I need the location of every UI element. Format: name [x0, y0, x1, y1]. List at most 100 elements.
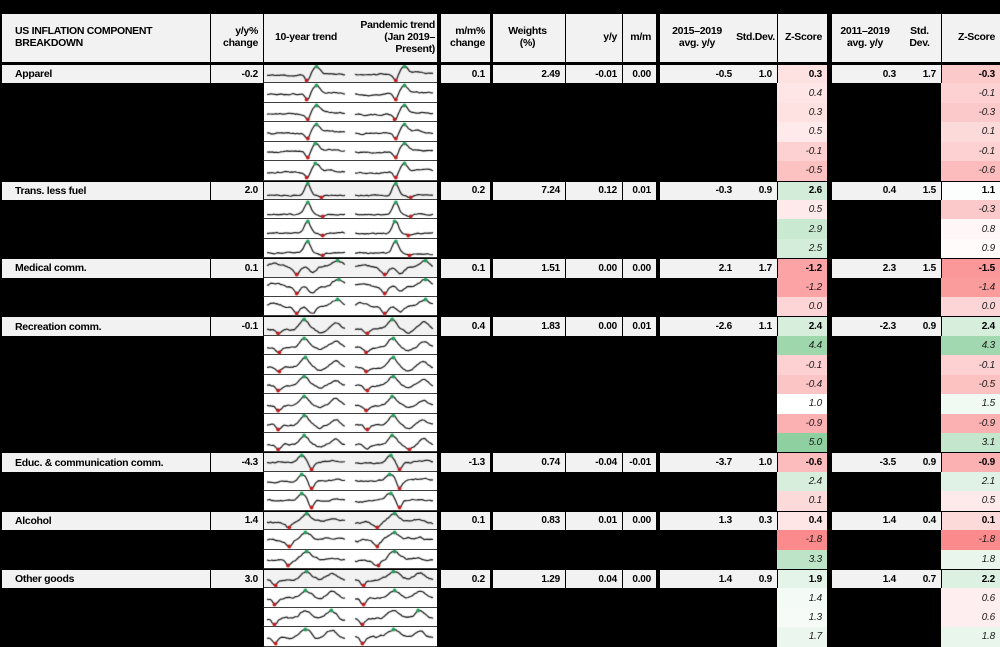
header-avg-2015-2019[interactable]: 2015–2019 avg. y/y: [660, 14, 737, 64]
stddev-2015-2019-cell[interactable]: 0.9: [737, 180, 777, 200]
z-score-2015-2019-cell[interactable]: 3.3: [777, 549, 827, 569]
stddev-2011-2019-cell[interactable]: 1.7: [901, 64, 941, 84]
mom-change-cell[interactable]: 0.1: [441, 510, 490, 531]
stddev-2015-2019-cell[interactable]: 1.0: [737, 452, 777, 472]
sparkline-cell[interactable]: [263, 491, 437, 511]
z-score-2011-2019-cell[interactable]: -0.1: [941, 355, 1000, 375]
mom-change-cell[interactable]: 0.4: [441, 316, 490, 336]
component-cell[interactable]: Apparel: [0, 64, 210, 84]
weights-cell[interactable]: 0.83: [493, 510, 565, 531]
z-score-2011-2019-cell[interactable]: -0.5: [941, 374, 1000, 395]
z-score-2015-2019-cell[interactable]: 2.5: [777, 238, 827, 259]
avg-2011-2019-cell[interactable]: -3.5: [832, 452, 901, 472]
sparkline-cell[interactable]: [263, 141, 437, 162]
component-cell[interactable]: Trans. less fuel: [0, 180, 210, 200]
avg-2011-2019-cell[interactable]: 2.3: [832, 258, 901, 278]
sparkline-cell[interactable]: [263, 335, 437, 356]
z-score-2011-2019-cell[interactable]: 1.5: [941, 394, 1000, 414]
z-score-2011-2019-cell[interactable]: 0.6: [941, 588, 1000, 608]
sparkline-cell[interactable]: [263, 122, 437, 142]
weights-cell[interactable]: 1.51: [493, 258, 565, 278]
avg-2015-2019-cell[interactable]: -0.5: [660, 64, 737, 84]
stddev-2011-2019-cell[interactable]: 0.4: [901, 510, 941, 531]
sparkline-cell[interactable]: [263, 180, 437, 200]
z-score-2011-2019-cell[interactable]: -0.6: [941, 161, 1000, 181]
component-cell[interactable]: Other goods: [0, 568, 210, 589]
stddev-2011-2019-cell[interactable]: 0.9: [901, 452, 941, 472]
stddev-2015-2019-cell[interactable]: 1.7: [737, 258, 777, 278]
sparkline-cell[interactable]: [263, 549, 437, 569]
z-score-2011-2019-cell[interactable]: 1.8: [941, 627, 1000, 647]
z-score-2015-2019-cell[interactable]: -1.8: [777, 530, 827, 550]
mom-change-cell[interactable]: 0.1: [441, 258, 490, 278]
mom-change-cell[interactable]: 0.2: [441, 180, 490, 200]
sparkline-cell[interactable]: [263, 258, 437, 278]
avg-2011-2019-cell[interactable]: 0.4: [832, 180, 901, 200]
z-score-2015-2019-cell[interactable]: 0.3: [777, 102, 827, 123]
component-cell[interactable]: Medical comm.: [0, 258, 210, 278]
sparkline-cell[interactable]: [263, 530, 437, 550]
z-score-2011-2019-cell[interactable]: -0.1: [941, 141, 1000, 162]
sparkline-cell[interactable]: [263, 277, 437, 298]
sparkline-cell[interactable]: [263, 471, 437, 492]
z-score-2015-2019-cell[interactable]: -0.6: [777, 452, 827, 472]
mom-change-cell[interactable]: 0.1: [441, 64, 490, 84]
z-score-2011-2019-cell[interactable]: -0.9: [941, 413, 1000, 434]
z-score-2011-2019-cell[interactable]: 0.1: [941, 510, 1000, 531]
avg-2011-2019-cell[interactable]: 0.3: [832, 64, 901, 84]
header-mom[interactable]: m/m: [622, 14, 656, 64]
z-score-2011-2019-cell[interactable]: 1.1: [941, 180, 1000, 200]
mom-pp-cell[interactable]: 0.00: [622, 568, 656, 589]
mom-pp-cell[interactable]: 0.00: [622, 258, 656, 278]
z-score-2015-2019-cell[interactable]: 2.4: [777, 471, 827, 492]
z-score-2015-2019-cell[interactable]: 5.0: [777, 433, 827, 453]
z-score-2011-2019-cell[interactable]: 2.1: [941, 471, 1000, 492]
stddev-2011-2019-cell[interactable]: 0.9: [901, 316, 941, 336]
stddev-2011-2019-cell[interactable]: 1.5: [901, 258, 941, 278]
component-cell[interactable]: Educ. & communication comm.: [0, 452, 210, 472]
mom-pp-cell[interactable]: 0.00: [622, 64, 656, 84]
z-score-2011-2019-cell[interactable]: 1.8: [941, 549, 1000, 569]
stddev-2011-2019-cell[interactable]: 1.5: [901, 180, 941, 200]
sparkline-cell[interactable]: [263, 433, 437, 453]
yoy-pp-cell[interactable]: -0.01: [565, 64, 622, 84]
z-score-2015-2019-cell[interactable]: -0.5: [777, 161, 827, 181]
sparkline-cell[interactable]: [263, 394, 437, 414]
avg-2011-2019-cell[interactable]: 1.4: [832, 510, 901, 531]
avg-2015-2019-cell[interactable]: -0.3: [660, 180, 737, 200]
z-score-2011-2019-cell[interactable]: 0.6: [941, 607, 1000, 628]
stddev-2015-2019-cell[interactable]: 1.1: [737, 316, 777, 336]
sparkline-cell[interactable]: [263, 219, 437, 239]
header-yoy-change[interactable]: y/y% change: [210, 14, 263, 64]
z-score-2015-2019-cell[interactable]: 1.7: [777, 627, 827, 647]
z-score-2011-2019-cell[interactable]: 0.1: [941, 122, 1000, 142]
z-score-2015-2019-cell[interactable]: 0.0: [777, 297, 827, 317]
header-stddev-2[interactable]: Std. Dev.: [901, 14, 941, 64]
z-score-2011-2019-cell[interactable]: -0.9: [941, 452, 1000, 472]
z-score-2011-2019-cell[interactable]: -0.3: [941, 102, 1000, 123]
header-weights[interactable]: Weights (%): [493, 14, 565, 64]
z-score-2015-2019-cell[interactable]: 0.4: [777, 510, 827, 531]
sparkline-cell[interactable]: [263, 64, 437, 84]
header-trends[interactable]: 10-year trend Pandemic trend (Jan 2019–P…: [263, 14, 437, 64]
z-score-2011-2019-cell[interactable]: 3.1: [941, 433, 1000, 453]
z-score-2015-2019-cell[interactable]: -1.2: [777, 258, 827, 278]
z-score-2015-2019-cell[interactable]: -0.9: [777, 413, 827, 434]
mom-change-cell[interactable]: -1.3: [441, 452, 490, 472]
z-score-2015-2019-cell[interactable]: 2.4: [777, 316, 827, 336]
sparkline-cell[interactable]: [263, 452, 437, 472]
yoy-pp-cell[interactable]: 0.12: [565, 180, 622, 200]
header-zscore-1[interactable]: Z-Score: [777, 14, 827, 64]
sparkline-cell[interactable]: [263, 83, 437, 103]
sparkline-cell[interactable]: [263, 355, 437, 375]
z-score-2015-2019-cell[interactable]: 1.0: [777, 394, 827, 414]
yoy-change-cell[interactable]: -0.1: [210, 316, 263, 336]
z-score-2011-2019-cell[interactable]: 0.9: [941, 238, 1000, 259]
sparkline-cell[interactable]: [263, 510, 437, 531]
z-score-2011-2019-cell[interactable]: 2.4: [941, 316, 1000, 336]
yoy-change-cell[interactable]: 3.0: [210, 568, 263, 589]
avg-2015-2019-cell[interactable]: 1.4: [660, 568, 737, 589]
sparkline-cell[interactable]: [263, 199, 437, 220]
z-score-2015-2019-cell[interactable]: -0.4: [777, 374, 827, 395]
sparkline-cell[interactable]: [263, 568, 437, 589]
